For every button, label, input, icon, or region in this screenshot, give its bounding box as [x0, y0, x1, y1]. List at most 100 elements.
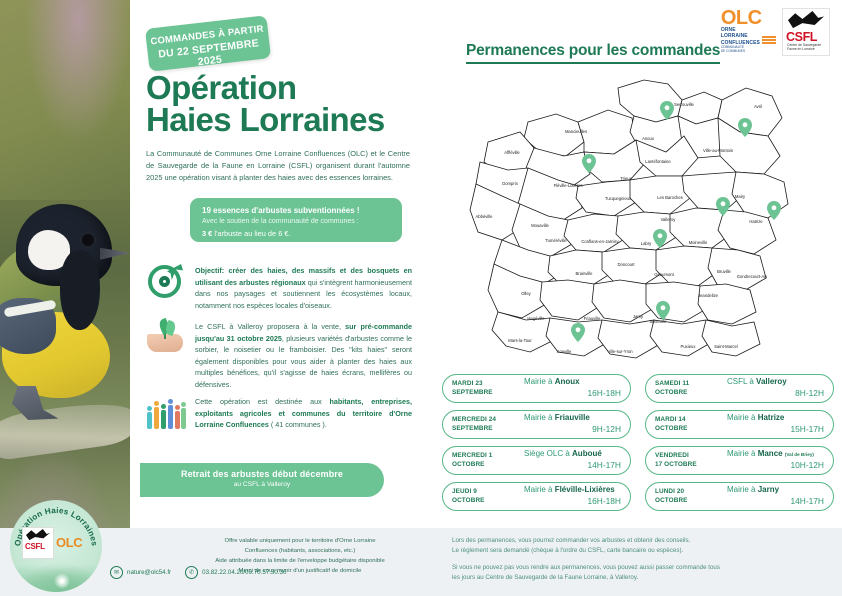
legal-line-1: Offre valable uniquement pour le territo… — [224, 538, 376, 544]
bullet-presale: Le CSFL à Valleroy proposera à la vente,… — [146, 317, 412, 390]
pickup-banner-line-2: au CSFL à Valleroy — [233, 481, 291, 488]
pickup-banner: Retrait des arbustes début décembre au C… — [140, 463, 384, 497]
map-commune-label: Valleroy — [661, 217, 677, 222]
bullet-audience: Cette opération est destinée aux habitan… — [146, 393, 412, 433]
map-commune-label: Fléville-Lixières — [554, 183, 583, 188]
map-pin-valleroy[interactable] — [653, 229, 668, 248]
map-pin-ville-au-montois[interactable] — [738, 118, 753, 137]
footnote-paragraph-2: Si vous ne pouvez pas vous rendre aux pe… — [452, 563, 834, 583]
olc-logo-line-3: CONFLUENCES — [720, 39, 760, 46]
contact-email[interactable]: ✉ nature@olc54.fr — [110, 566, 171, 579]
map-commune-label: Domprix — [502, 181, 518, 186]
map-commune-label: Avril — [754, 104, 762, 109]
permanence-card-date: MERCREDI 1 OCTOBRE — [452, 452, 518, 469]
map-commune-label: Mairy — [735, 194, 746, 199]
permanence-card-place: Siège OLC à Auboué — [524, 449, 602, 459]
permanence-card-town: Mance — [757, 449, 783, 459]
permanence-card-body: Mairie à Fléville-Lixières 16H-18H — [524, 485, 621, 507]
map-commune-label: Anoux — [642, 136, 655, 141]
permanence-card[interactable]: MARDI 23 SEPTEMBRE Mairie à Anoux 16H-18H — [442, 374, 631, 403]
permanence-card-date-line-2: SEPTEMBRE — [452, 388, 493, 396]
permanence-card-date: MARDI 14 OCTOBRE — [655, 416, 721, 433]
permanence-card-time: 8H-12H — [795, 388, 824, 399]
permanence-card-date-line-2: OCTOBRE — [452, 460, 485, 468]
contact-phone-value: 03.82.22.04.20/09.70.57.30.30 — [202, 569, 287, 576]
left-content-column: Opération Haies Lorraines La Communauté … — [130, 0, 430, 596]
subsidy-price: 3 € — [202, 228, 213, 238]
map-pin-hatrize[interactable] — [767, 201, 782, 220]
csfl-logo-sub-1: Centre de Sauvegarde — [787, 43, 822, 47]
olc-logo-label: OLC — [720, 6, 762, 29]
permanence-card-place: CSFL à Valleroy — [727, 377, 787, 387]
permanence-card-date: JEUDI 9 OCTOBRE — [452, 488, 518, 505]
permanence-card[interactable]: SAMEDI 11 OCTOBRE CSFL à Valleroy 8H-12H — [645, 374, 834, 403]
people-group-icon — [146, 393, 186, 433]
right-content-column: OLC ORNE LORRAINE CONFLUENCES COMMUNAUTÉ… — [430, 0, 842, 528]
map-commune-label: Abbéville — [476, 214, 494, 219]
map-commune-label: Mancieulles — [565, 129, 587, 134]
permanence-card-date-line-1: SAMEDI 11 — [655, 380, 690, 388]
footer-bar — [0, 528, 842, 596]
map-pin-friauville[interactable] — [570, 323, 585, 342]
permanence-card-time: 9H-12H — [592, 424, 621, 435]
operation-seal-logo: Opération Haies Lorraines CSFL OLC — [10, 500, 102, 592]
map-pin-jarny[interactable] — [655, 301, 670, 320]
footnote-1-line-1: Lors des permanences, vous pourrez comma… — [452, 537, 691, 544]
map-pin-anoux[interactable] — [660, 101, 675, 120]
permanence-card[interactable]: LUNDI 20 OCTOBRE Mairie à Jarny 14H-17H — [645, 482, 834, 511]
bird-eye — [82, 234, 94, 246]
contact-phone[interactable]: ✆ 03.82.22.04.20/09.70.57.30.30 — [185, 566, 286, 579]
map-commune-label: Ville-au-Montois — [703, 148, 733, 153]
permanence-card-date-line-2: OCTOBRE — [655, 496, 688, 504]
permanence-card[interactable]: MARDI 14 OCTOBRE Mairie à Hatrize 15H-17H — [645, 410, 834, 439]
map-commune-label: Les Baroches — [657, 195, 683, 200]
permanence-card-date-line-1: MERCREDI 24 — [452, 416, 497, 424]
permanence-card-body: Mairie à Mance (Val de Briey) 10H-12H — [727, 449, 824, 471]
map-commune-label: Jeandelize — [698, 293, 719, 298]
permanence-card-body: Mairie à Hatrize 15H-17H — [727, 413, 824, 435]
legal-line-4: Merci de vous munir d'un justificatif de… — [238, 568, 362, 575]
bullet-audience-text: Cette opération est destinée aux habitan… — [195, 393, 412, 433]
permanence-card-time: 16H-18H — [587, 388, 621, 399]
permanence-card-town: Valleroy — [756, 377, 787, 387]
legal-line-3: Aide attribuée dans la limite de l'envel… — [215, 558, 385, 565]
permanence-card-town: Auboué — [572, 449, 602, 459]
photo-background-top — [0, 0, 130, 200]
map-commune-label: Serrouville — [674, 102, 694, 107]
permanence-card-date-line-1: VENDREDI — [655, 452, 689, 460]
bullet-objective: Objectif: créer des haies, des massifs e… — [146, 262, 412, 311]
dandelion-icon — [54, 573, 70, 589]
permanence-card[interactable]: VENDREDI 17 OCTOBRE Mairie à Mance (Val de… — [645, 446, 834, 475]
title-line-1: Opération — [146, 69, 297, 106]
permanence-card-body: Siège OLC à Auboué 14H-17H — [524, 449, 621, 471]
footnote-2-line-1: Si vous ne pouvez pas vous rendre aux pe… — [452, 564, 720, 572]
seal-csfl-label: CSFL — [25, 542, 45, 551]
map-commune-label: Sponville — [650, 319, 668, 324]
legal-notice: Offre valable uniquement pour le territo… — [180, 536, 420, 577]
map-commune-label: Mouaville — [531, 223, 549, 228]
map-commune-label: Olley — [521, 291, 531, 296]
permanence-card-place: Mairie à Friauville — [524, 413, 590, 423]
title-line-2: Haies Lorraines — [146, 100, 385, 138]
target-icon — [146, 262, 186, 302]
permanence-card-date-line-2: OCTOBRE — [655, 424, 688, 432]
map-pin-fl-ville-lixi-res[interactable] — [581, 154, 596, 173]
bird-photo-strip — [0, 0, 130, 596]
permanence-card[interactable]: JEUDI 9 OCTOBRE Mairie à Fléville-Lixières… — [442, 482, 631, 511]
bird-bib — [60, 250, 100, 330]
permanence-card-date-line-1: JEUDI 9 — [452, 488, 477, 496]
contact-email-value: nature@olc54.fr — [127, 569, 172, 576]
permanence-card-date: MERCREDI 24 SEPTEMBRE — [452, 416, 518, 433]
map-commune-label: Hatrize — [749, 219, 763, 224]
permanence-card-town: Fléville-Lixières — [554, 485, 615, 495]
olc-logo-line-1: ORNE — [720, 26, 736, 33]
map-pin-mance[interactable] — [715, 197, 730, 216]
permanence-card[interactable]: MERCREDI 1 OCTOBRE Siège OLC à Auboué 14H-1… — [442, 446, 631, 475]
map-commune-label: Labry — [641, 241, 652, 246]
map-commune-label: Giraumont — [654, 272, 674, 277]
bullet-presale-lead: sur pré-commande jusqu'au 31 octobre 202… — [195, 322, 412, 343]
permanence-card[interactable]: MERCREDI 24 SEPTEMBRE Mairie à Friauville 9… — [442, 410, 631, 439]
permanence-card-place: Mairie à Fléville-Lixières — [524, 485, 615, 495]
map-commune-label: Friauville — [584, 316, 601, 321]
